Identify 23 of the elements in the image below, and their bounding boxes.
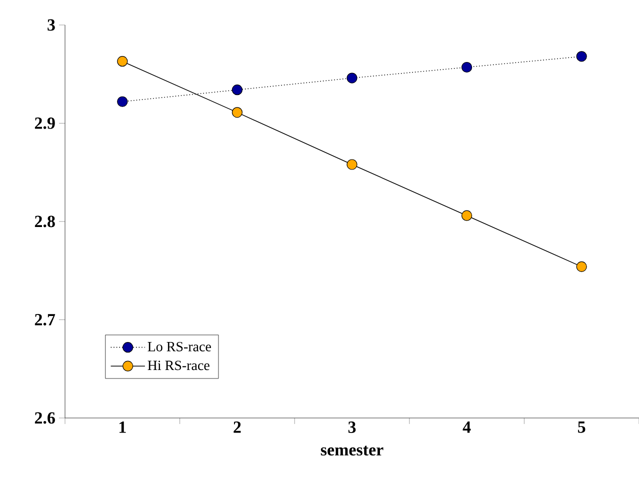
y-tick-label: 3 bbox=[48, 19, 55, 31]
point bbox=[117, 56, 128, 67]
y-tick-label: 2.9 bbox=[34, 117, 55, 129]
point bbox=[462, 62, 472, 73]
y-tick-label: 2.6 bbox=[34, 412, 55, 424]
point bbox=[232, 84, 243, 96]
x-tick-label: 5 bbox=[578, 422, 586, 433]
x-tick-label: 3 bbox=[348, 422, 356, 433]
point bbox=[346, 159, 358, 170]
point bbox=[462, 210, 472, 221]
x-tick-label: 4 bbox=[462, 422, 471, 433]
point bbox=[346, 72, 358, 84]
x-tick-label: 1 bbox=[120, 422, 126, 433]
x-tick-label: 2 bbox=[234, 422, 241, 433]
y-tick-label: 2.7 bbox=[34, 314, 56, 326]
point bbox=[576, 261, 587, 272]
legend-label: Lo RS-race bbox=[148, 342, 211, 352]
x-axis-title: semester bbox=[320, 446, 384, 456]
point bbox=[117, 96, 128, 107]
y-tick-label: 2.8 bbox=[34, 216, 55, 228]
point bbox=[232, 107, 243, 118]
legend-label: Hi RS-race bbox=[148, 360, 210, 370]
point bbox=[576, 51, 587, 62]
